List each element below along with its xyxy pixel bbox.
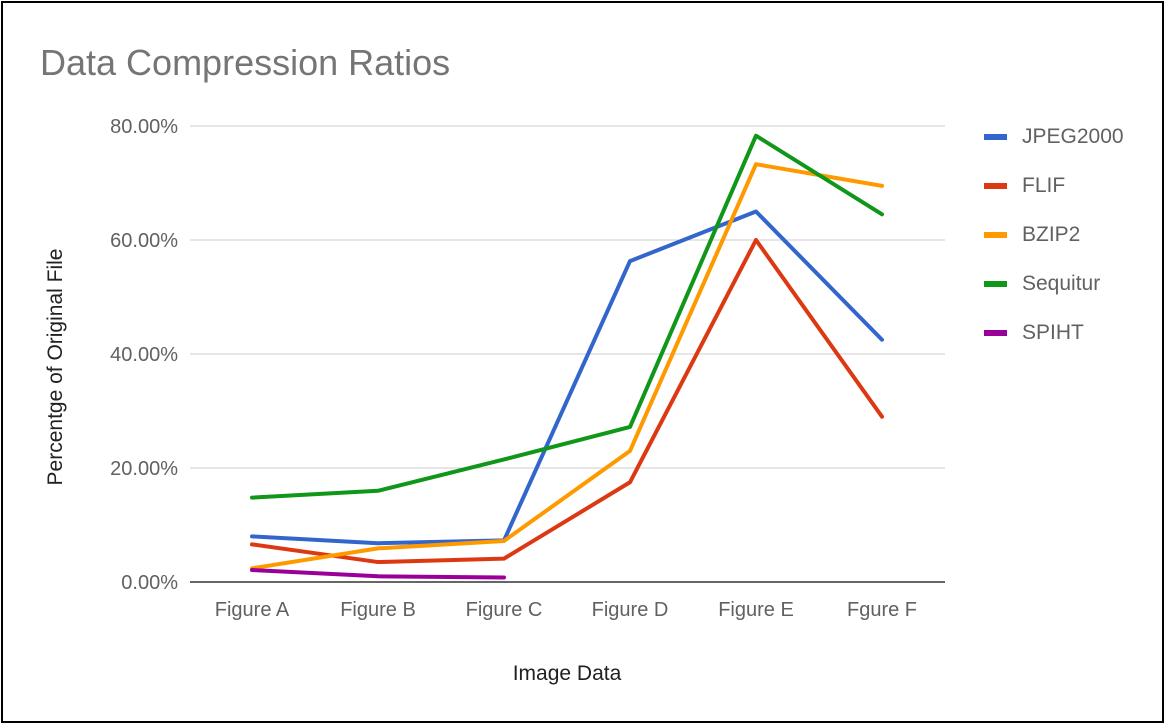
legend-label: Sequitur <box>1022 271 1101 295</box>
x-tick-label: Figure B <box>340 599 416 621</box>
legend-item-jpeg2000: JPEG2000 <box>984 112 1124 161</box>
series-line-bzip2 <box>250 162 884 571</box>
series-line-spiht <box>250 568 506 580</box>
legend-item-sequitur: Sequitur <box>984 259 1124 308</box>
legend-swatch <box>984 231 1007 238</box>
y-tick-label: 0.00% <box>121 572 178 594</box>
x-tick-labels: Figure A Figure B Figure C Figure D Figure E… <box>215 599 917 621</box>
legend-item-spiht: SPIHT <box>984 308 1124 357</box>
y-tick-label: 80.00% <box>110 116 178 138</box>
x-tick-label: Figure C <box>466 599 543 621</box>
legend-swatch <box>984 133 1007 140</box>
legend-label: BZIP2 <box>1022 222 1081 246</box>
series-line-flif <box>250 238 884 565</box>
series-line-jpeg2000 <box>250 209 884 546</box>
x-tick-label: Figure D <box>592 599 669 621</box>
legend: JPEG2000 FLIF BZIP2 Sequitur SPIHT <box>984 112 1124 357</box>
series-lines <box>250 133 884 580</box>
y-tick-label: 40.00% <box>110 344 178 366</box>
legend-label: FLIF <box>1022 173 1066 197</box>
legend-item-flif: FLIF <box>984 161 1124 210</box>
legend-swatch <box>984 329 1007 336</box>
legend-label: SPIHT <box>1022 320 1084 344</box>
chart-title: Data Compression Ratios <box>40 42 451 83</box>
legend-label: JPEG2000 <box>1022 124 1124 148</box>
x-tick-label: Fgure F <box>847 599 917 621</box>
y-axis-title: Percentge of Original File <box>44 249 67 486</box>
legend-swatch <box>984 280 1007 287</box>
x-axis-title: Image Data <box>513 662 622 685</box>
x-tick-label: Figure A <box>215 599 290 621</box>
x-tick-label: Figure E <box>718 599 794 621</box>
legend-item-bzip2: BZIP2 <box>984 210 1124 259</box>
y-tick-label: 60.00% <box>110 230 178 252</box>
legend-swatch <box>984 182 1007 189</box>
series-line-sequitur <box>250 133 884 500</box>
gridlines <box>190 125 945 583</box>
y-tick-label: 20.00% <box>110 458 178 480</box>
y-tick-labels: 0.00% 20.00% 40.00% 60.00% 80.00% <box>110 116 178 594</box>
